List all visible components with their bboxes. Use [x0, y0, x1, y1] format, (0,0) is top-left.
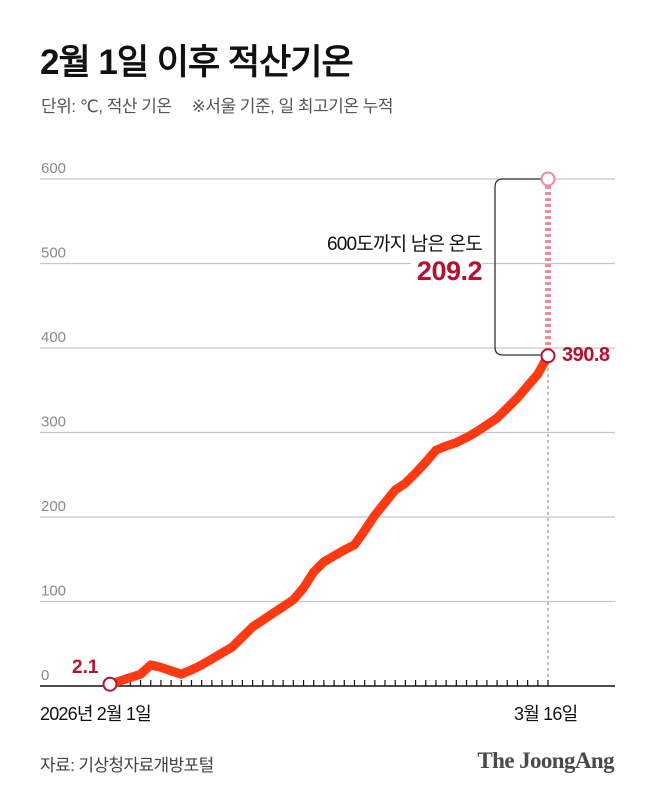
y-tick-label: 400 — [41, 329, 66, 346]
y-tick-label: 0 — [41, 667, 49, 684]
y-tick-label: 300 — [41, 414, 66, 431]
chart-subtitle: 단위: ℃, 적산 기온 ※서울 기준, 일 최고기온 누적 — [41, 92, 393, 117]
unit-label: 단위: ℃, 적산 기온 — [41, 97, 172, 116]
annotation-title: 600도까지 남은 온도 — [322, 229, 483, 256]
y-axis-labels: 0 100 200 300 400 500 600 — [41, 160, 66, 684]
chart-title: 2월 1일 이후 적산기온 — [40, 43, 354, 82]
source-label: 자료: 기상청자료개방포털 — [40, 756, 214, 775]
target-point-marker — [540, 171, 556, 187]
bracket — [494, 178, 545, 356]
start-value-label: 2.1 — [72, 657, 99, 678]
y-tick-label: 200 — [41, 498, 66, 515]
y-tick-label: 100 — [41, 583, 66, 600]
x-label-start: 2026년 2월 1일 — [40, 704, 152, 724]
note-label: ※서울 기준, 일 최고기온 누적 — [191, 97, 394, 116]
y-tick-label: 600 — [41, 160, 66, 177]
publisher-logo: The JoongAng — [477, 748, 614, 773]
end-point-marker — [540, 348, 556, 364]
x-axis — [40, 680, 615, 687]
x-label-end: 3월 16일 — [514, 704, 578, 724]
series-line — [105, 351, 553, 689]
annotation-value: 209.2 — [410, 256, 483, 287]
start-point-marker — [102, 676, 118, 692]
end-value-label: 390.8 — [562, 344, 610, 366]
y-tick-label: 500 — [41, 245, 66, 262]
